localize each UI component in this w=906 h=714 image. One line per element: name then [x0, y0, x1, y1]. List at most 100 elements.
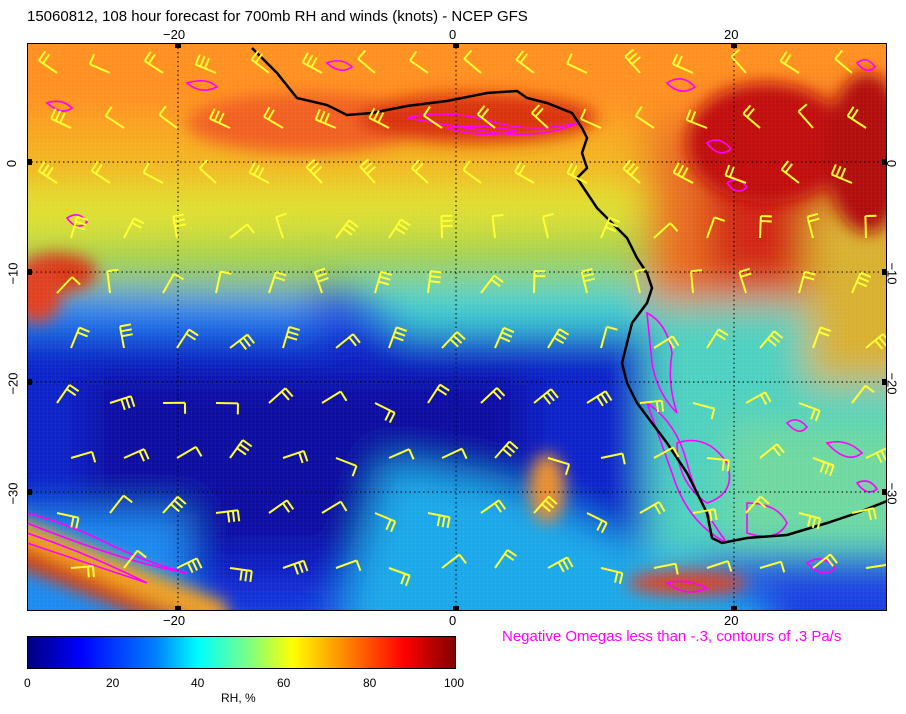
- wind-barb: [427, 270, 442, 294]
- wind-barb: [409, 50, 429, 74]
- wind-barb: [653, 446, 680, 459]
- wind-barb: [851, 384, 875, 404]
- wind-barb: [780, 160, 800, 184]
- wind-barb: [494, 549, 518, 569]
- wind-barb: [797, 103, 814, 129]
- wind-barb: [109, 494, 133, 514]
- wind-barb: [335, 559, 362, 572]
- wind-barb: [123, 448, 150, 462]
- wind-barb: [263, 106, 284, 129]
- wind-barb: [229, 223, 255, 239]
- wind-barb: [742, 104, 761, 129]
- wind-barb: [806, 212, 820, 239]
- wind-barb: [864, 214, 877, 239]
- wind-barb: [335, 333, 361, 349]
- wind-barb: [865, 447, 887, 464]
- colorbar-title: RH, %: [221, 691, 256, 705]
- wind-barb: [321, 500, 348, 514]
- wind-barb: [851, 507, 877, 521]
- wind-barb: [441, 447, 468, 460]
- bottom-x-tick-label: 0: [449, 613, 457, 628]
- wind-barb: [411, 159, 429, 184]
- wind-barb: [738, 267, 752, 294]
- wind-barb: [494, 326, 515, 349]
- wind-barb: [812, 457, 835, 477]
- wind-barb: [580, 268, 596, 294]
- wind-barb: [672, 162, 694, 184]
- wind-barb: [209, 108, 231, 129]
- wind-barb: [798, 402, 821, 422]
- wind-barb: [215, 509, 241, 523]
- wind-barb: [600, 216, 621, 239]
- wind-barb: [275, 212, 287, 239]
- rh-colorbar: [27, 636, 456, 669]
- wind-barb: [476, 105, 496, 129]
- tick-bars: [27, 43, 887, 611]
- wind-barb: [143, 51, 164, 74]
- omega-note: Negative Omegas less than -.3, contours …: [502, 628, 842, 645]
- wind-barb: [427, 383, 450, 404]
- wind-barb: [321, 390, 348, 404]
- wind-barb: [374, 512, 397, 533]
- wind-barb: [462, 160, 482, 184]
- wind-barb: [119, 323, 133, 349]
- wind-barb: [533, 270, 546, 294]
- wind-barb: [515, 50, 535, 74]
- wind-barb: [745, 495, 770, 514]
- wind-barb: [566, 162, 588, 184]
- colorbar-tick-label: 80: [363, 676, 377, 690]
- wind-barb: [248, 162, 270, 184]
- wind-barb: [56, 512, 80, 529]
- wind-barb: [759, 330, 784, 349]
- wind-barb: [480, 499, 507, 514]
- wind-barb: [368, 107, 390, 129]
- wind-barb: [440, 214, 453, 239]
- wind-barb: [176, 446, 203, 459]
- wind-barb: [142, 162, 164, 184]
- wind-barb: [427, 512, 451, 529]
- wind-barb: [692, 402, 716, 420]
- wind-barb: [70, 326, 90, 349]
- wind-barb: [480, 274, 504, 294]
- wind-barb: [865, 563, 887, 569]
- wind-barb: [314, 109, 337, 129]
- wind-barb: [158, 105, 178, 129]
- wind-barb: [494, 440, 519, 459]
- wind-barb: [634, 106, 655, 129]
- wind-barb: [250, 50, 270, 74]
- wind-barb: [622, 159, 641, 184]
- wind-barb: [282, 559, 309, 575]
- wind-barb: [229, 333, 255, 351]
- wind-barb: [388, 448, 415, 460]
- wind-barb: [441, 331, 466, 349]
- wind-barb: [162, 495, 187, 514]
- wind-barb: [229, 439, 253, 459]
- wind-barb: [215, 270, 232, 294]
- wind-barb: [106, 268, 119, 294]
- wind-barb: [88, 53, 111, 74]
- wind-barb: [357, 49, 376, 74]
- wind-barb: [653, 222, 679, 239]
- rh-wind-map: [27, 43, 887, 611]
- wind-barb: [531, 104, 549, 129]
- wind-barb: [268, 387, 294, 404]
- wind-barb: [388, 567, 411, 587]
- wind-barb: [109, 395, 136, 411]
- wind-barb: [268, 499, 295, 514]
- wind-barb: [600, 567, 624, 585]
- wind-barb: [305, 158, 323, 184]
- wind-barb: [566, 53, 588, 74]
- grid-lines: [27, 43, 887, 611]
- wind-barb: [706, 216, 726, 239]
- wind-barb: [229, 567, 253, 583]
- wind-barb: [104, 106, 125, 129]
- wind-barb: [388, 218, 411, 239]
- wind-barb: [514, 162, 535, 184]
- colorbar-tick-label: 60: [277, 676, 291, 690]
- wind-barb: [441, 553, 467, 569]
- wind-barb: [846, 106, 867, 129]
- colorbar-tick-label: 0: [24, 676, 31, 690]
- wind-barb: [639, 501, 666, 515]
- wind-barb: [282, 449, 309, 464]
- wind-barb: [374, 402, 396, 424]
